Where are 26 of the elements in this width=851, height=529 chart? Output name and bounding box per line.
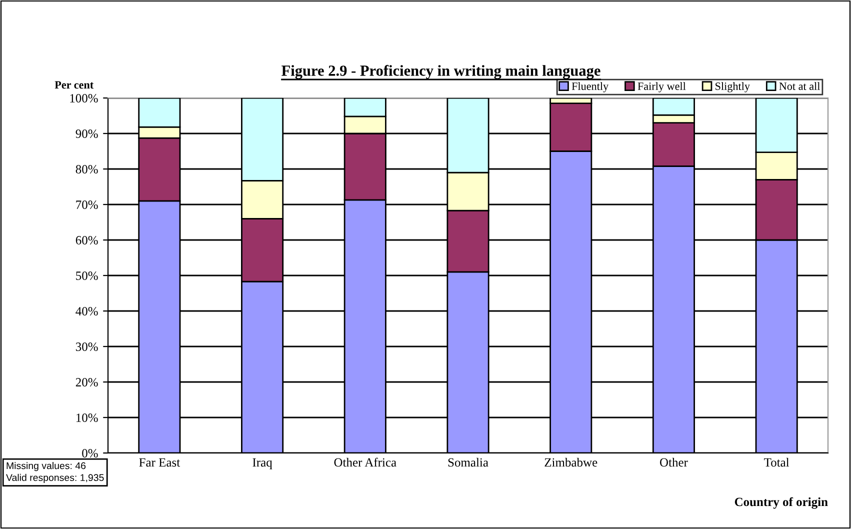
x-tick-label: Other — [660, 458, 688, 467]
y-tick-label: 50% — [76, 272, 98, 280]
x-tick-label: Somalia — [448, 458, 488, 467]
y-tick-label: 60% — [76, 236, 98, 244]
y-tick-label: 20% — [76, 378, 98, 386]
text: Missing values: 46 Valid responses: 1,935 — [6, 462, 104, 483]
x-tick-label: Zimbabwe — [544, 458, 598, 467]
y-tick-label: 10% — [76, 414, 98, 422]
y-tick-label: 90% — [76, 130, 98, 138]
chart-title: Figure 2.9 - Proficiency in writing main language — [282, 64, 600, 80]
y-tick-label: 0% — [82, 449, 98, 458]
y-tick-label: 100% — [70, 94, 98, 102]
x-tick-label: Other Africa — [334, 458, 396, 467]
legend-label: Not at all — [779, 82, 820, 90]
y-tick-label: 70% — [76, 200, 98, 209]
legend-label: Fairly well — [638, 82, 686, 92]
x-tick-label: Far East — [139, 458, 180, 467]
y-tick-label: 40% — [76, 307, 98, 316]
x-tick-label: Iraq — [252, 458, 272, 470]
y-tick-label: 80% — [76, 165, 98, 174]
y-axis-title: Per cent — [54, 81, 94, 89]
x-tick-label: Total — [764, 458, 790, 467]
y-tick-label: 30% — [76, 342, 98, 351]
legend-label: Slightly — [716, 82, 750, 92]
x-axis-title: Country of origin — [734, 497, 828, 509]
legend-label: Fluently — [572, 82, 609, 92]
